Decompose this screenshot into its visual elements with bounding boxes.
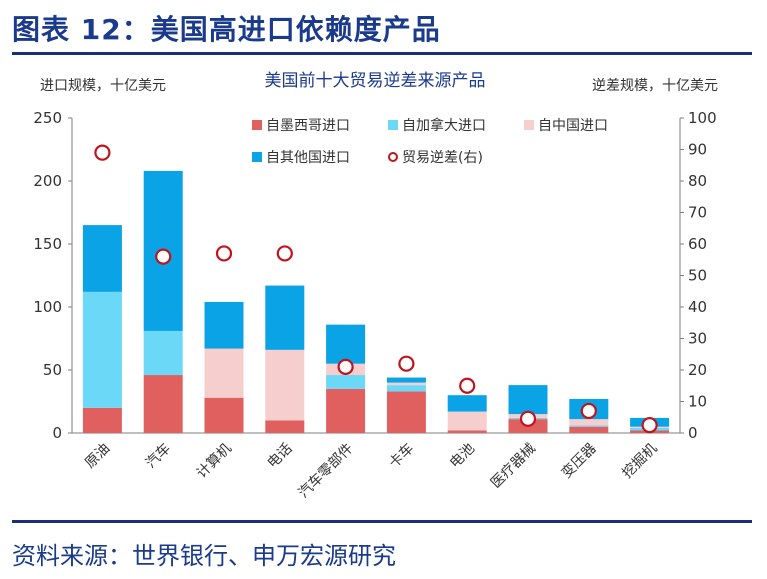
left-tick-label: 250	[33, 109, 62, 127]
deficit-marker	[519, 410, 537, 427]
legend-label: 自其他国进口	[266, 150, 350, 166]
bar-segment	[143, 330, 183, 376]
x-tick-label: 电话	[265, 441, 296, 472]
legend-marker	[388, 152, 398, 162]
deficit-marker	[155, 248, 172, 265]
legend-swatch	[388, 120, 398, 130]
legend-label: 自加拿大进口	[402, 117, 486, 134]
left-tick-label: 150	[33, 235, 62, 253]
bar-segment	[82, 291, 122, 408]
bar-segment	[265, 285, 305, 350]
bar-segment	[447, 395, 487, 412]
bar-segment	[82, 407, 122, 433]
legend-label: 贸易逆差(右)	[402, 150, 483, 166]
right-tick-label: 40	[688, 298, 707, 316]
x-tick-label: 原油	[82, 441, 113, 472]
x-tick-label: 电池	[447, 441, 478, 472]
left-axis-label: 进口规模，十亿美元	[40, 78, 166, 94]
x-tick-label: 计算机	[194, 441, 235, 482]
x-tick-label: 汽车	[142, 440, 174, 472]
deficit-marker	[641, 417, 658, 434]
deficit-marker	[215, 245, 233, 262]
bar-segment	[508, 385, 548, 415]
x-tick-label: 医疗器械	[488, 441, 539, 492]
legend-swatch	[252, 120, 262, 130]
bar-segment	[447, 411, 487, 431]
right-tick-label: 10	[688, 393, 707, 411]
bar-segment	[204, 301, 244, 349]
bar-segment	[82, 225, 122, 292]
bar-segment	[569, 419, 609, 426]
legend-label: 自中国进口	[538, 118, 608, 134]
bar-segment	[386, 385, 426, 392]
plot-area: 0501001502002500102030405060708090100原油汽…	[33, 109, 716, 501]
bar-segment	[386, 382, 426, 386]
x-tick-label: 汽车零部件	[295, 440, 357, 502]
bar-segment	[326, 375, 366, 389]
source-note: 资料来源：世界银行、申万宏源研究	[12, 542, 396, 570]
left-tick-label: 200	[33, 172, 62, 190]
bar-segment	[326, 388, 366, 433]
bar-segment	[386, 391, 426, 433]
deficit-marker	[276, 245, 293, 262]
right-tick-label: 60	[688, 235, 707, 253]
bar-segment	[265, 420, 305, 433]
left-tick-label: 100	[33, 298, 62, 316]
right-tick-label: 80	[688, 172, 707, 190]
page-title: 图表 12：美国高进口依赖度产品	[12, 13, 441, 46]
left-tick-label: 50	[43, 361, 62, 379]
top-divider	[12, 52, 752, 55]
right-tick-label: 70	[688, 204, 707, 222]
right-tick-label: 20	[688, 361, 707, 379]
right-tick-label: 30	[688, 330, 707, 348]
bar-segment	[326, 324, 366, 364]
chart: 美国前十大贸易逆差来源产品 进口规模，十亿美元 逆差规模，十亿美元 050100…	[33, 71, 718, 501]
right-tick-label: 90	[688, 141, 707, 159]
x-tick-label: 挖掘机	[619, 441, 660, 482]
right-axis-label: 逆差规模，十亿美元	[592, 78, 718, 94]
x-tick-label: 变压器	[559, 441, 600, 482]
legend-label: 自墨西哥进口	[266, 118, 350, 134]
right-tick-label: 0	[688, 424, 698, 442]
x-tick-label: 卡车	[385, 440, 417, 472]
deficit-marker	[398, 355, 415, 372]
deficit-marker	[459, 377, 476, 394]
bar-segment	[569, 426, 609, 433]
bar-segment	[204, 348, 244, 398]
left-tick-label: 0	[52, 424, 62, 442]
legend-swatch	[252, 152, 262, 162]
chart-title: 美国前十大贸易逆差来源产品	[265, 71, 486, 91]
bar-segment	[386, 377, 426, 383]
bottom-divider	[12, 520, 752, 523]
bar-segment	[143, 375, 183, 433]
legend-swatch	[524, 120, 534, 130]
bar-segment	[569, 425, 609, 427]
bar-segment	[447, 430, 487, 433]
bar-segment	[204, 397, 244, 433]
deficit-marker	[94, 144, 111, 161]
bar-segment	[265, 349, 305, 421]
deficit-marker	[580, 402, 597, 420]
deficit-marker	[337, 358, 354, 375]
right-tick-label: 100	[688, 109, 717, 127]
right-tick-label: 50	[688, 267, 707, 285]
